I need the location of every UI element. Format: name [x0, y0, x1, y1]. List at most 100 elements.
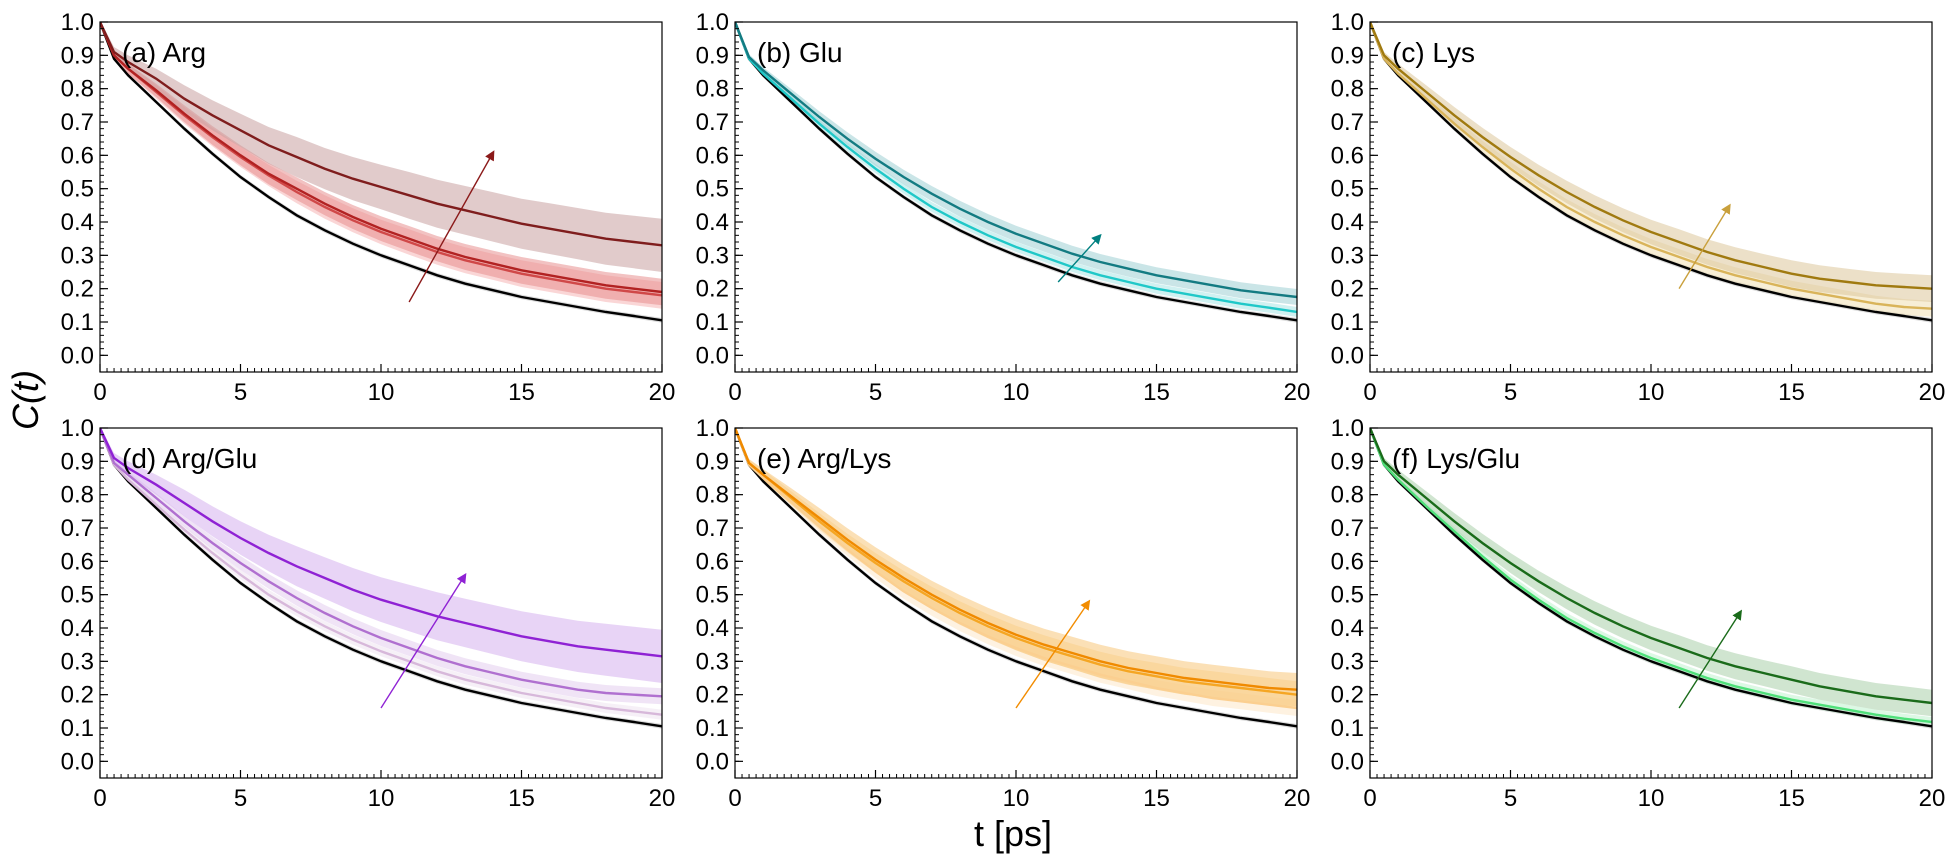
panel-title: (a) Arg	[122, 37, 206, 68]
y-tick-label: 0.7	[696, 109, 729, 136]
y-tick-label: 0.7	[1331, 109, 1364, 136]
line-series-3	[100, 22, 662, 247]
panel-6: 0 5 10 15 20 0.0 0.1 0.2 0.3 0.4 0.5 0.6 0.7 0.8 0.9 1.…	[1331, 415, 1946, 812]
axes-frame	[1369, 427, 1933, 779]
x-tick-label: 15	[1778, 785, 1805, 812]
y-tick-label: 0.5	[61, 582, 94, 609]
y-tick-label: 0.5	[61, 176, 94, 203]
line-series-1	[100, 428, 662, 716]
x-tick-label: 0	[728, 379, 741, 406]
x-tick-label: 15	[1778, 379, 1805, 406]
x-tick-label: 20	[649, 379, 676, 406]
line-series-2	[735, 428, 1297, 696]
y-tick-label: 0.3	[61, 242, 94, 269]
x-tick-label: 10	[1638, 379, 1665, 406]
plot-area	[735, 428, 1297, 729]
y-tick-label: 0.4	[696, 209, 729, 236]
trend-arrow	[1057, 233, 1102, 283]
y-tick-label: 0.9	[1331, 42, 1364, 69]
x-tick-label: 0	[728, 785, 741, 812]
y-tick-label: 0.2	[696, 276, 729, 303]
x-tick-label: 20	[649, 785, 676, 812]
y-tick-label: 0.8	[61, 76, 94, 103]
line-series-1	[735, 428, 1297, 710]
y-tick-label: 0.3	[1331, 242, 1364, 269]
y-tick-label: 0.5	[1331, 582, 1364, 609]
panel-title: (d) Arg/Glu	[122, 443, 257, 474]
panel-title: (e) Arg/Lys	[757, 443, 891, 474]
y-tick-label: 0.1	[61, 715, 94, 742]
line-series-1	[1370, 22, 1932, 310]
y-tick-label: 0.1	[61, 309, 94, 336]
x-tick-label: 10	[1638, 785, 1665, 812]
line-reference	[1370, 428, 1932, 728]
axes-frame	[734, 21, 1298, 373]
line-series-1	[1370, 428, 1932, 724]
y-tick-label: 0.2	[61, 682, 94, 709]
y-tick-label: 0.0	[61, 342, 94, 369]
y-tick-label: 0.8	[61, 482, 94, 509]
x-tick-label: 10	[368, 379, 395, 406]
y-tick-label: 1.0	[696, 415, 729, 442]
plot-area	[1370, 428, 1932, 729]
line-series-3	[100, 428, 662, 658]
y-tick-label: 0.4	[696, 615, 729, 642]
y-tick-label: 0.9	[696, 42, 729, 69]
y-tick-label: 0.4	[1331, 209, 1364, 236]
x-tick-label: 15	[508, 785, 535, 812]
panel-4: 0 5 10 15 20 0.0 0.1 0.2 0.3 0.4 0.5 0.6 0.7 0.8 0.9 1.…	[61, 415, 676, 812]
x-tick-label: 5	[234, 785, 247, 812]
trend-arrow	[408, 150, 495, 303]
x-tick-label: 15	[1143, 379, 1170, 406]
line-series-2	[1370, 428, 1932, 705]
x-tick-label: 5	[869, 785, 882, 812]
y-tick-label: 0.5	[696, 176, 729, 203]
x-tick-label: 0	[1363, 379, 1376, 406]
x-tick-label: 20	[1919, 379, 1946, 406]
axes-frame	[1369, 21, 1933, 373]
y-tick-label: 0.2	[1331, 682, 1364, 709]
trend-arrow	[1678, 203, 1731, 290]
y-tick-label: 0.7	[61, 109, 94, 136]
x-tick-label: 10	[1003, 785, 1030, 812]
y-tick-label: 1.0	[1331, 9, 1364, 36]
trend-arrow	[1015, 599, 1091, 709]
panel-1: 0 5 10 15 20 0.0 0.1 0.2 0.3 0.4 0.5 0.6 0.7 0.8 0.9 1.…	[61, 9, 676, 406]
band-series-3	[735, 428, 1297, 707]
y-tick-label: 0.4	[61, 615, 94, 642]
x-tick-label: 10	[1003, 379, 1030, 406]
panel-title: (c) Lys	[1392, 37, 1475, 68]
y-tick-label: 1.0	[61, 9, 94, 36]
y-tick-label: 0.6	[1331, 142, 1364, 169]
x-tick-label: 5	[869, 379, 882, 406]
panels: 0 5 10 15 20 0.0 0.1 0.2 0.3 0.4 0.5 0.6 0.7 0.8 0.9 1.…	[61, 9, 1946, 812]
line-series-2	[735, 22, 1297, 299]
panel-title: (f) Lys/Glu	[1392, 443, 1520, 474]
y-tick-label: 0.9	[696, 448, 729, 475]
plot-area	[100, 22, 662, 323]
x-tick-label: 10	[368, 785, 395, 812]
panel-2: 0 5 10 15 20 0.0 0.1 0.2 0.3 0.4 0.5 0.6 0.7 0.8 0.9 1.…	[696, 9, 1311, 406]
line-reference	[735, 22, 1297, 322]
y-tick-label: 0.9	[61, 42, 94, 69]
x-tick-label: 0	[93, 379, 106, 406]
y-tick-label: 0.1	[696, 715, 729, 742]
band-series-2	[1370, 428, 1932, 717]
axes-frame	[734, 427, 1298, 779]
band-series-3	[100, 22, 662, 272]
line-reference	[1370, 22, 1932, 322]
y-tick-label: 1.0	[61, 415, 94, 442]
y-tick-label: 0.3	[1331, 648, 1364, 675]
y-tick-label: 0.0	[1331, 342, 1364, 369]
line-reference	[735, 428, 1297, 728]
y-tick-label: 1.0	[696, 9, 729, 36]
y-tick-label: 0.0	[61, 748, 94, 775]
line-series-2	[100, 22, 662, 294]
line-series-2	[100, 428, 662, 698]
panel-5: 0 5 10 15 20 0.0 0.1 0.2 0.3 0.4 0.5 0.6 0.7 0.8 0.9 1.…	[696, 415, 1311, 812]
y-tick-label: 0.1	[1331, 309, 1364, 336]
y-tick-label: 0.0	[696, 748, 729, 775]
plot-area	[1370, 22, 1932, 323]
x-tick-label: 0	[93, 785, 106, 812]
